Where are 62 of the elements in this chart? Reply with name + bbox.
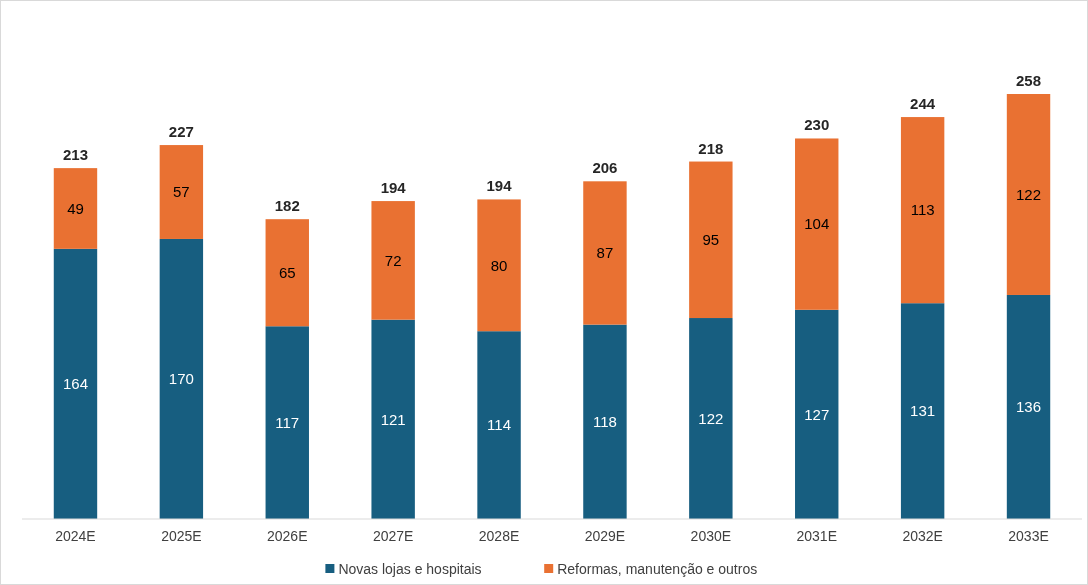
bar bbox=[477, 331, 521, 519]
x-tick-label: 2029E bbox=[584, 528, 626, 544]
x-tick-label: 2025E bbox=[161, 528, 202, 544]
total-label: 230 bbox=[804, 116, 830, 134]
data-label: 118 bbox=[592, 413, 617, 431]
data-label: 121 bbox=[380, 410, 406, 428]
data-label: 95 bbox=[702, 231, 720, 249]
bar bbox=[689, 161, 733, 319]
data-label: 117 bbox=[275, 413, 300, 431]
bar bbox=[689, 318, 733, 519]
bar bbox=[265, 219, 309, 327]
x-tick-label: 2027E bbox=[372, 528, 414, 544]
data-label: 72 bbox=[384, 251, 402, 269]
total-label: 258 bbox=[1016, 72, 1042, 89]
x-tick-label: 2024E bbox=[55, 528, 96, 544]
bar bbox=[583, 181, 627, 325]
data-label: 122 bbox=[698, 409, 724, 427]
total-label: 218 bbox=[698, 139, 724, 157]
total-label: 213 bbox=[62, 146, 88, 164]
total-label: 194 bbox=[486, 177, 513, 195]
bar bbox=[900, 303, 945, 519]
data-label: 122 bbox=[1016, 185, 1042, 203]
data-label: 136 bbox=[1016, 398, 1042, 416]
bar bbox=[371, 319, 415, 519]
bar bbox=[159, 145, 204, 239]
data-label: 57 bbox=[173, 183, 190, 201]
x-tick-label: 2028E bbox=[478, 528, 520, 544]
data-label: 114 bbox=[487, 416, 512, 434]
data-label: 127 bbox=[804, 405, 830, 423]
legend-label: Reformas, manutenção e outros bbox=[557, 560, 758, 577]
total-label: 206 bbox=[592, 159, 618, 177]
bar bbox=[900, 117, 945, 304]
x-tick-label: 2031E bbox=[796, 528, 837, 544]
total-label: 227 bbox=[168, 123, 194, 141]
bar bbox=[477, 199, 521, 332]
bar bbox=[795, 309, 839, 519]
bar bbox=[1006, 94, 1051, 295]
bar bbox=[265, 326, 309, 519]
data-label: 104 bbox=[804, 215, 830, 233]
data-label: 170 bbox=[168, 370, 194, 388]
data-label: 113 bbox=[910, 201, 935, 219]
data-label: 87 bbox=[596, 244, 614, 262]
data-label: 49 bbox=[67, 199, 84, 217]
x-tick-label: 2032E bbox=[902, 528, 943, 544]
bar bbox=[583, 324, 627, 519]
x-tick-label: 2026E bbox=[267, 528, 308, 544]
total-label: 194 bbox=[380, 179, 407, 197]
total-label: 244 bbox=[910, 95, 936, 113]
data-label: 164 bbox=[62, 375, 88, 393]
x-tick-label: 2030E bbox=[690, 528, 732, 544]
legend-label: Novas lojas e hospitais bbox=[338, 560, 482, 577]
bar bbox=[371, 201, 415, 320]
bar bbox=[159, 238, 204, 519]
bar bbox=[53, 248, 98, 519]
x-tick-label: 2033E bbox=[1008, 528, 1049, 544]
bar bbox=[53, 168, 98, 249]
bar bbox=[795, 138, 839, 310]
data-label: 80 bbox=[490, 256, 508, 274]
data-label: 65 bbox=[278, 263, 296, 281]
data-label: 131 bbox=[910, 402, 936, 420]
bar bbox=[1006, 294, 1051, 519]
total-label: 182 bbox=[274, 197, 300, 215]
